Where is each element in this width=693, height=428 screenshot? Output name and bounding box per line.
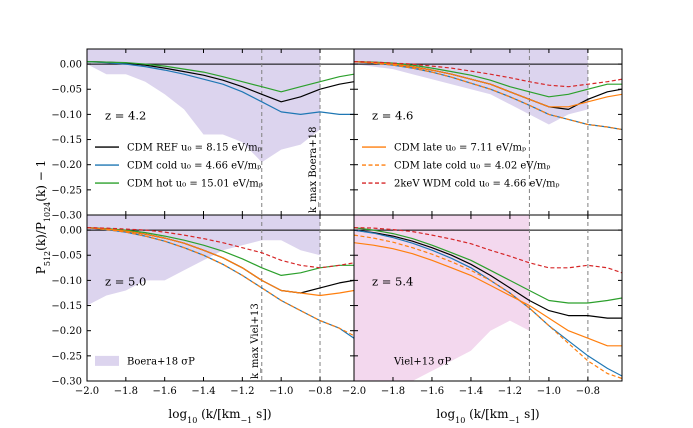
legend-swatch xyxy=(95,355,119,366)
panel-bottom-right: −2.0 −1.8 −1.6 −1.4 −1.2 −1.0 −0.8 z = 5.4 Viel+… xyxy=(342,214,623,397)
legend-label: CDM hot u₀ = 15.01 eV/mₚ xyxy=(127,179,263,190)
legend-item-cdm_cold: CDM cold u₀ = 4.66 eV/mₚ xyxy=(95,161,261,172)
x-tick-label: −1.2 xyxy=(498,386,522,397)
x-tick-label: −1.8 xyxy=(381,386,405,397)
series-wdm_cold xyxy=(354,227,622,274)
redshift-label: z = 5.0 xyxy=(105,274,146,288)
kmax-annotation: k_max Viel+13 xyxy=(250,303,261,379)
x-tick-label: −1.4 xyxy=(191,386,215,397)
series-cdm_ref xyxy=(87,61,354,103)
legend-item-cdm_hot: CDM hot u₀ = 15.01 eV/mₚ xyxy=(95,179,263,190)
plot-area xyxy=(354,49,622,215)
series-wdm_cold xyxy=(354,61,622,88)
x-axis-label-right: log10 (k/[km−1 s]) xyxy=(436,407,539,425)
series-wdm_cold xyxy=(87,227,354,269)
series-cdm_late xyxy=(87,227,354,297)
legend-swatch xyxy=(362,355,386,366)
panel-bottom-left: 0.00−0.05−0.10−0.15−0.20−0.25−0.30−2.0 −1… xyxy=(51,214,355,397)
y-tick-label: 0.00 xyxy=(60,60,82,71)
series-cdm_hot xyxy=(87,61,354,93)
x-tick-label: −1.4 xyxy=(459,386,483,397)
redshift-label: z = 4.2 xyxy=(105,108,146,122)
y-tick-label: −0.30 xyxy=(51,211,82,222)
legend-item-shade_boera: Boera+18 σP xyxy=(95,355,195,367)
sigma-band xyxy=(354,215,530,381)
series-cdm_late_cold xyxy=(354,234,622,380)
x-tick-label: −1.8 xyxy=(114,386,138,397)
x-axis-label-left: log10 (k/[km−1 s]) xyxy=(168,407,271,425)
y-tick-label: −0.25 xyxy=(51,185,82,196)
panel-top-right: z = 4.6 CDM late u₀ = 7.11 eV/mₚ CDM late … xyxy=(353,48,623,216)
y-tick-label: 0.00 xyxy=(60,226,82,237)
y-tick-label: −0.10 xyxy=(51,276,82,287)
x-tick-label: −1.2 xyxy=(230,386,254,397)
series-cdm_cold xyxy=(87,61,354,115)
y-tick-label: −0.15 xyxy=(51,135,82,146)
series-cdm_hot xyxy=(87,227,354,276)
y-tick-label: −0.15 xyxy=(51,301,82,312)
series-cdm_ref xyxy=(354,229,622,319)
series-cdm_late_cold xyxy=(87,227,354,337)
series-cdm_late xyxy=(354,61,622,108)
redshift-label: z = 4.6 xyxy=(372,108,413,122)
legend-label: 2keV WDM cold u₀ = 4.66 eV/mₚ xyxy=(394,179,559,190)
y-axis-label: P512(k)/P1024(k) − 1 xyxy=(34,160,52,274)
y-tick-label: −0.30 xyxy=(51,377,82,388)
y-tick-label: −0.05 xyxy=(51,85,82,96)
y-tick-label: −0.20 xyxy=(51,326,82,337)
legend-item-shade_viel: Viel+13 σP xyxy=(362,355,451,367)
legend-label: Viel+13 σP xyxy=(393,356,451,367)
series-cdm_late xyxy=(354,242,622,347)
legend-item-cdm_late: CDM late u₀ = 7.11 eV/mₚ xyxy=(362,143,526,154)
series-cdm_late_cold xyxy=(354,61,622,131)
x-tick-label: −1.6 xyxy=(420,386,444,397)
series-cdm_hot xyxy=(354,227,622,304)
y-tick-label: −0.20 xyxy=(51,160,82,171)
y-tick-label: −0.25 xyxy=(51,351,82,362)
y-tick-label: −0.05 xyxy=(51,251,82,262)
legend-label: Boera+18 σP xyxy=(127,356,195,367)
legend-item-cdm_late_cold: CDM late cold u₀ = 4.02 eV/mₚ xyxy=(362,161,550,172)
legend-item-wdm_cold: 2keV WDM cold u₀ = 4.66 eV/mₚ xyxy=(362,179,559,190)
x-tick-label: −2.0 xyxy=(75,386,99,397)
x-tick-label: −2.0 xyxy=(342,386,366,397)
x-tick-label: −0.8 xyxy=(576,386,600,397)
panel-top-left: 0.00 −0.05 −0.10 −0.15 −0.20 −0.25 −0.30 z = 4.… xyxy=(51,48,355,222)
legend-label: CDM REF u₀ = 8.15 eV/mₚ xyxy=(127,143,262,154)
axes-frame xyxy=(353,214,623,382)
kmax-annotation: k_max Boera+18 xyxy=(308,127,319,213)
plot-area xyxy=(87,49,354,215)
x-tick-label: −1.0 xyxy=(269,386,293,397)
x-tick-label: −1.6 xyxy=(153,386,177,397)
y-tick-label: −0.10 xyxy=(51,110,82,121)
plot-area xyxy=(87,215,354,381)
plot-area xyxy=(354,215,622,381)
legend-item-cdm_ref: CDM REF u₀ = 8.15 eV/mₚ xyxy=(95,143,262,154)
legend-label: CDM cold u₀ = 4.66 eV/mₚ xyxy=(127,161,261,172)
redshift-label: z = 5.4 xyxy=(372,274,413,288)
x-tick-label: −1.0 xyxy=(537,386,561,397)
legend-label: CDM late u₀ = 7.11 eV/mₚ xyxy=(394,143,526,154)
legend-label: CDM late cold u₀ = 4.02 eV/mₚ xyxy=(394,161,550,172)
x-tick-label: −0.8 xyxy=(308,386,332,397)
